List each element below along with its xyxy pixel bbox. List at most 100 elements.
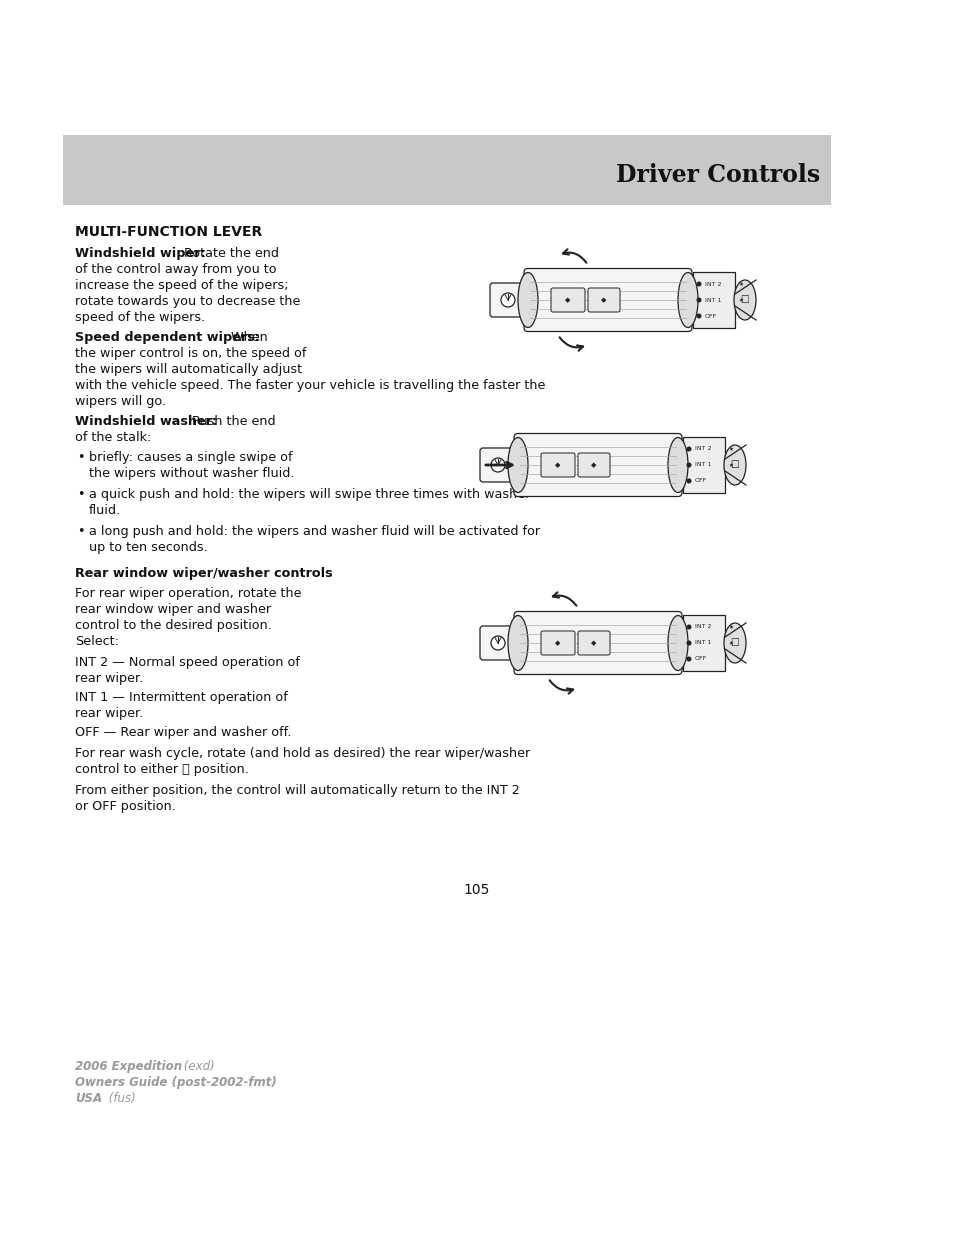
- Text: •: •: [77, 488, 85, 501]
- Ellipse shape: [667, 437, 687, 493]
- Ellipse shape: [678, 273, 698, 327]
- Text: OFF: OFF: [704, 314, 717, 319]
- Text: MULTI-FUNCTION LEVER: MULTI-FUNCTION LEVER: [75, 225, 262, 240]
- Text: INT 2: INT 2: [704, 282, 720, 287]
- Text: INT 2 — Normal speed operation of: INT 2 — Normal speed operation of: [75, 656, 299, 669]
- Circle shape: [491, 458, 504, 472]
- Text: Owners Guide (post-2002-fmt): Owners Guide (post-2002-fmt): [75, 1076, 276, 1089]
- Text: Rear window wiper/washer controls: Rear window wiper/washer controls: [75, 567, 333, 580]
- Bar: [682, 437, 724, 493]
- Text: (exd): (exd): [180, 1060, 214, 1073]
- Text: •: •: [77, 525, 85, 538]
- FancyBboxPatch shape: [540, 631, 575, 655]
- Text: a long push and hold: the wipers and washer fluid will be activated for: a long push and hold: the wipers and was…: [89, 525, 539, 538]
- Text: wipers will go.: wipers will go.: [75, 395, 166, 408]
- Text: Driver Controls: Driver Controls: [615, 163, 820, 186]
- Text: INT 1: INT 1: [695, 641, 711, 646]
- Text: Windshield wiper:: Windshield wiper:: [75, 247, 206, 261]
- Circle shape: [697, 283, 700, 285]
- Text: ☐: ☐: [730, 638, 739, 648]
- FancyBboxPatch shape: [490, 283, 556, 317]
- Circle shape: [686, 657, 690, 661]
- Text: the wiper control is on, the speed of: the wiper control is on, the speed of: [75, 347, 306, 359]
- Text: INT 1 — Intermittent operation of: INT 1 — Intermittent operation of: [75, 692, 288, 704]
- Ellipse shape: [667, 615, 687, 671]
- Text: 105: 105: [463, 883, 490, 897]
- Ellipse shape: [733, 280, 755, 320]
- Text: OFF — Rear wiper and washer off.: OFF — Rear wiper and washer off.: [75, 726, 291, 739]
- Text: ★: ★: [728, 625, 733, 630]
- FancyBboxPatch shape: [523, 268, 691, 331]
- Text: the wipers without washer fluid.: the wipers without washer fluid.: [89, 467, 294, 480]
- Text: ☐: ☐: [740, 295, 749, 305]
- Text: OFF: OFF: [695, 657, 706, 662]
- FancyBboxPatch shape: [551, 288, 584, 312]
- FancyBboxPatch shape: [514, 611, 681, 674]
- Text: ◆: ◆: [555, 462, 560, 468]
- Text: ★: ★: [739, 282, 743, 287]
- Text: ◆: ◆: [591, 640, 596, 646]
- Text: INT 2: INT 2: [695, 447, 711, 452]
- Text: rotate towards you to decrease the: rotate towards you to decrease the: [75, 295, 300, 308]
- Text: ★: ★: [728, 462, 733, 468]
- Circle shape: [686, 641, 690, 645]
- Text: From either position, the control will automatically return to the INT 2: From either position, the control will a…: [75, 784, 519, 797]
- Circle shape: [686, 463, 690, 467]
- Text: ★: ★: [728, 641, 733, 646]
- Text: the wipers will automatically adjust: the wipers will automatically adjust: [75, 363, 302, 375]
- Text: For rear wiper operation, rotate the: For rear wiper operation, rotate the: [75, 587, 301, 600]
- Text: ◆: ◆: [591, 462, 596, 468]
- Text: (fus): (fus): [105, 1092, 135, 1105]
- FancyBboxPatch shape: [578, 631, 609, 655]
- Text: Push the end: Push the end: [188, 415, 275, 429]
- Text: INT 1: INT 1: [704, 298, 720, 303]
- Text: Select:: Select:: [75, 635, 119, 648]
- Text: of the stalk:: of the stalk:: [75, 431, 152, 445]
- FancyBboxPatch shape: [578, 453, 609, 477]
- Ellipse shape: [517, 273, 537, 327]
- Text: briefly: causes a single swipe of: briefly: causes a single swipe of: [89, 451, 293, 464]
- Text: rear wiper.: rear wiper.: [75, 672, 143, 685]
- Circle shape: [686, 479, 690, 483]
- Text: INT 2: INT 2: [695, 625, 711, 630]
- Text: For rear wash cycle, rotate (and hold as desired) the rear wiper/washer: For rear wash cycle, rotate (and hold as…: [75, 747, 530, 760]
- Text: ◆: ◆: [600, 296, 606, 303]
- Text: rear window wiper and washer: rear window wiper and washer: [75, 603, 271, 616]
- FancyBboxPatch shape: [587, 288, 619, 312]
- Circle shape: [686, 447, 690, 451]
- Text: ◆: ◆: [555, 640, 560, 646]
- Bar: [682, 615, 724, 671]
- FancyBboxPatch shape: [514, 433, 681, 496]
- Text: 2006 Expedition: 2006 Expedition: [75, 1060, 182, 1073]
- FancyBboxPatch shape: [479, 626, 545, 659]
- Text: control to the desired position.: control to the desired position.: [75, 619, 272, 632]
- Text: control to either ⧗ position.: control to either ⧗ position.: [75, 763, 249, 776]
- Text: or OFF position.: or OFF position.: [75, 800, 175, 813]
- Text: ◆: ◆: [565, 296, 570, 303]
- Ellipse shape: [723, 622, 745, 663]
- Text: rear wiper.: rear wiper.: [75, 706, 143, 720]
- Text: When: When: [227, 331, 268, 345]
- Text: Rotate the end: Rotate the end: [180, 247, 278, 261]
- Text: ☐: ☐: [730, 459, 739, 471]
- Text: Windshield washer:: Windshield washer:: [75, 415, 217, 429]
- Text: up to ten seconds.: up to ten seconds.: [89, 541, 208, 555]
- FancyBboxPatch shape: [479, 448, 545, 482]
- Circle shape: [500, 293, 515, 308]
- Text: speed of the wipers.: speed of the wipers.: [75, 311, 205, 324]
- Circle shape: [697, 298, 700, 301]
- Ellipse shape: [507, 615, 527, 671]
- Text: INT 1: INT 1: [695, 462, 711, 468]
- FancyBboxPatch shape: [540, 453, 575, 477]
- Text: •: •: [77, 451, 85, 464]
- Text: OFF: OFF: [695, 478, 706, 483]
- Bar: [692, 272, 734, 329]
- Text: Speed dependent wipers:: Speed dependent wipers:: [75, 331, 259, 345]
- Bar: [63, 135, 830, 205]
- Text: with the vehicle speed. The faster your vehicle is travelling the faster the: with the vehicle speed. The faster your …: [75, 379, 545, 391]
- Text: of the control away from you to: of the control away from you to: [75, 263, 276, 275]
- Circle shape: [697, 314, 700, 317]
- Text: USA: USA: [75, 1092, 102, 1105]
- Ellipse shape: [723, 445, 745, 485]
- Circle shape: [686, 625, 690, 629]
